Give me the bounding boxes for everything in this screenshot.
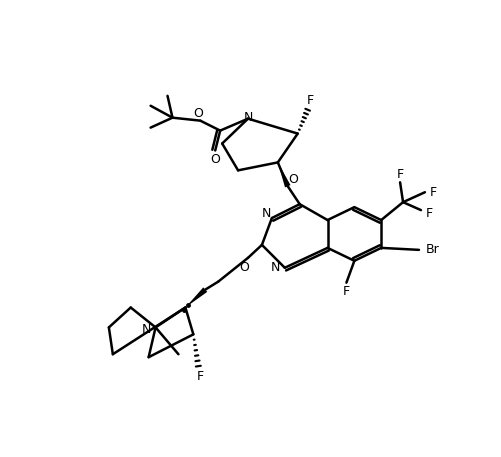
Text: N: N xyxy=(271,261,281,274)
Text: F: F xyxy=(343,285,350,298)
Text: O: O xyxy=(193,107,203,120)
Polygon shape xyxy=(278,162,291,187)
Text: O: O xyxy=(210,153,220,166)
Text: F: F xyxy=(307,94,314,107)
Text: O: O xyxy=(239,261,249,274)
Text: F: F xyxy=(429,186,436,199)
Text: N: N xyxy=(142,323,151,336)
Text: O: O xyxy=(288,173,298,186)
Text: Br: Br xyxy=(426,244,440,256)
Text: F: F xyxy=(425,207,432,220)
Polygon shape xyxy=(185,287,207,308)
Text: N: N xyxy=(243,111,253,124)
Text: F: F xyxy=(396,168,404,181)
Text: F: F xyxy=(197,370,204,383)
Text: N: N xyxy=(262,207,272,220)
